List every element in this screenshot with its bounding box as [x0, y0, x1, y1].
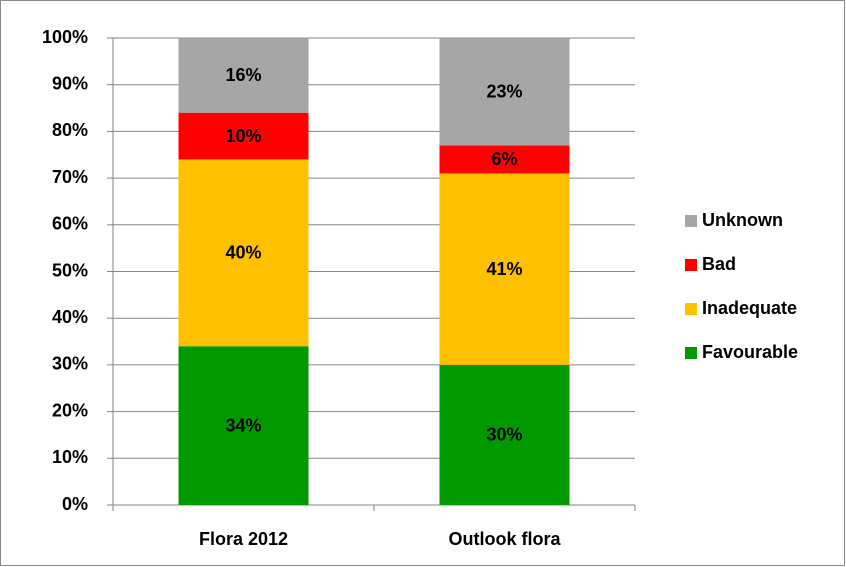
y-tick-label: 60%	[52, 214, 88, 234]
data-label: 40%	[225, 243, 261, 263]
y-tick-label: 0%	[62, 494, 88, 514]
legend-label: Inadequate	[702, 298, 797, 318]
y-tick-label: 70%	[52, 167, 88, 187]
legend-swatch	[685, 347, 697, 359]
y-tick-label: 10%	[52, 447, 88, 467]
x-tick-label: Flora 2012	[199, 529, 288, 549]
data-label: 23%	[486, 81, 522, 101]
legend-label: Favourable	[702, 342, 798, 362]
data-label: 30%	[486, 425, 522, 445]
y-tick-label: 50%	[52, 260, 88, 280]
bar-segment	[178, 159, 309, 347]
y-tick-label: 90%	[52, 73, 88, 93]
legend-swatch	[685, 215, 697, 227]
data-label: 10%	[225, 126, 261, 146]
bar-segment	[439, 173, 570, 365]
bar-segment	[439, 145, 570, 174]
data-label: 16%	[225, 65, 261, 85]
y-tick-label: 80%	[52, 120, 88, 140]
y-tick-label: 100%	[42, 27, 88, 47]
legend-swatch	[685, 259, 697, 271]
data-label: 34%	[225, 415, 261, 435]
legend-label: Unknown	[702, 210, 783, 230]
bar-segment	[439, 38, 570, 146]
bar-segment	[439, 364, 570, 505]
data-label: 41%	[486, 259, 522, 279]
data-label: 6%	[491, 149, 517, 169]
y-tick-label: 40%	[52, 307, 88, 327]
y-tick-label: 30%	[52, 354, 88, 374]
x-tick-label: Outlook flora	[449, 529, 562, 549]
y-tick-label: 20%	[52, 400, 88, 420]
bar-segment	[178, 38, 309, 113]
bar-segment	[178, 112, 309, 160]
legend-swatch	[685, 303, 697, 315]
bar-segment	[178, 346, 309, 505]
legend-label: Bad	[702, 254, 736, 274]
